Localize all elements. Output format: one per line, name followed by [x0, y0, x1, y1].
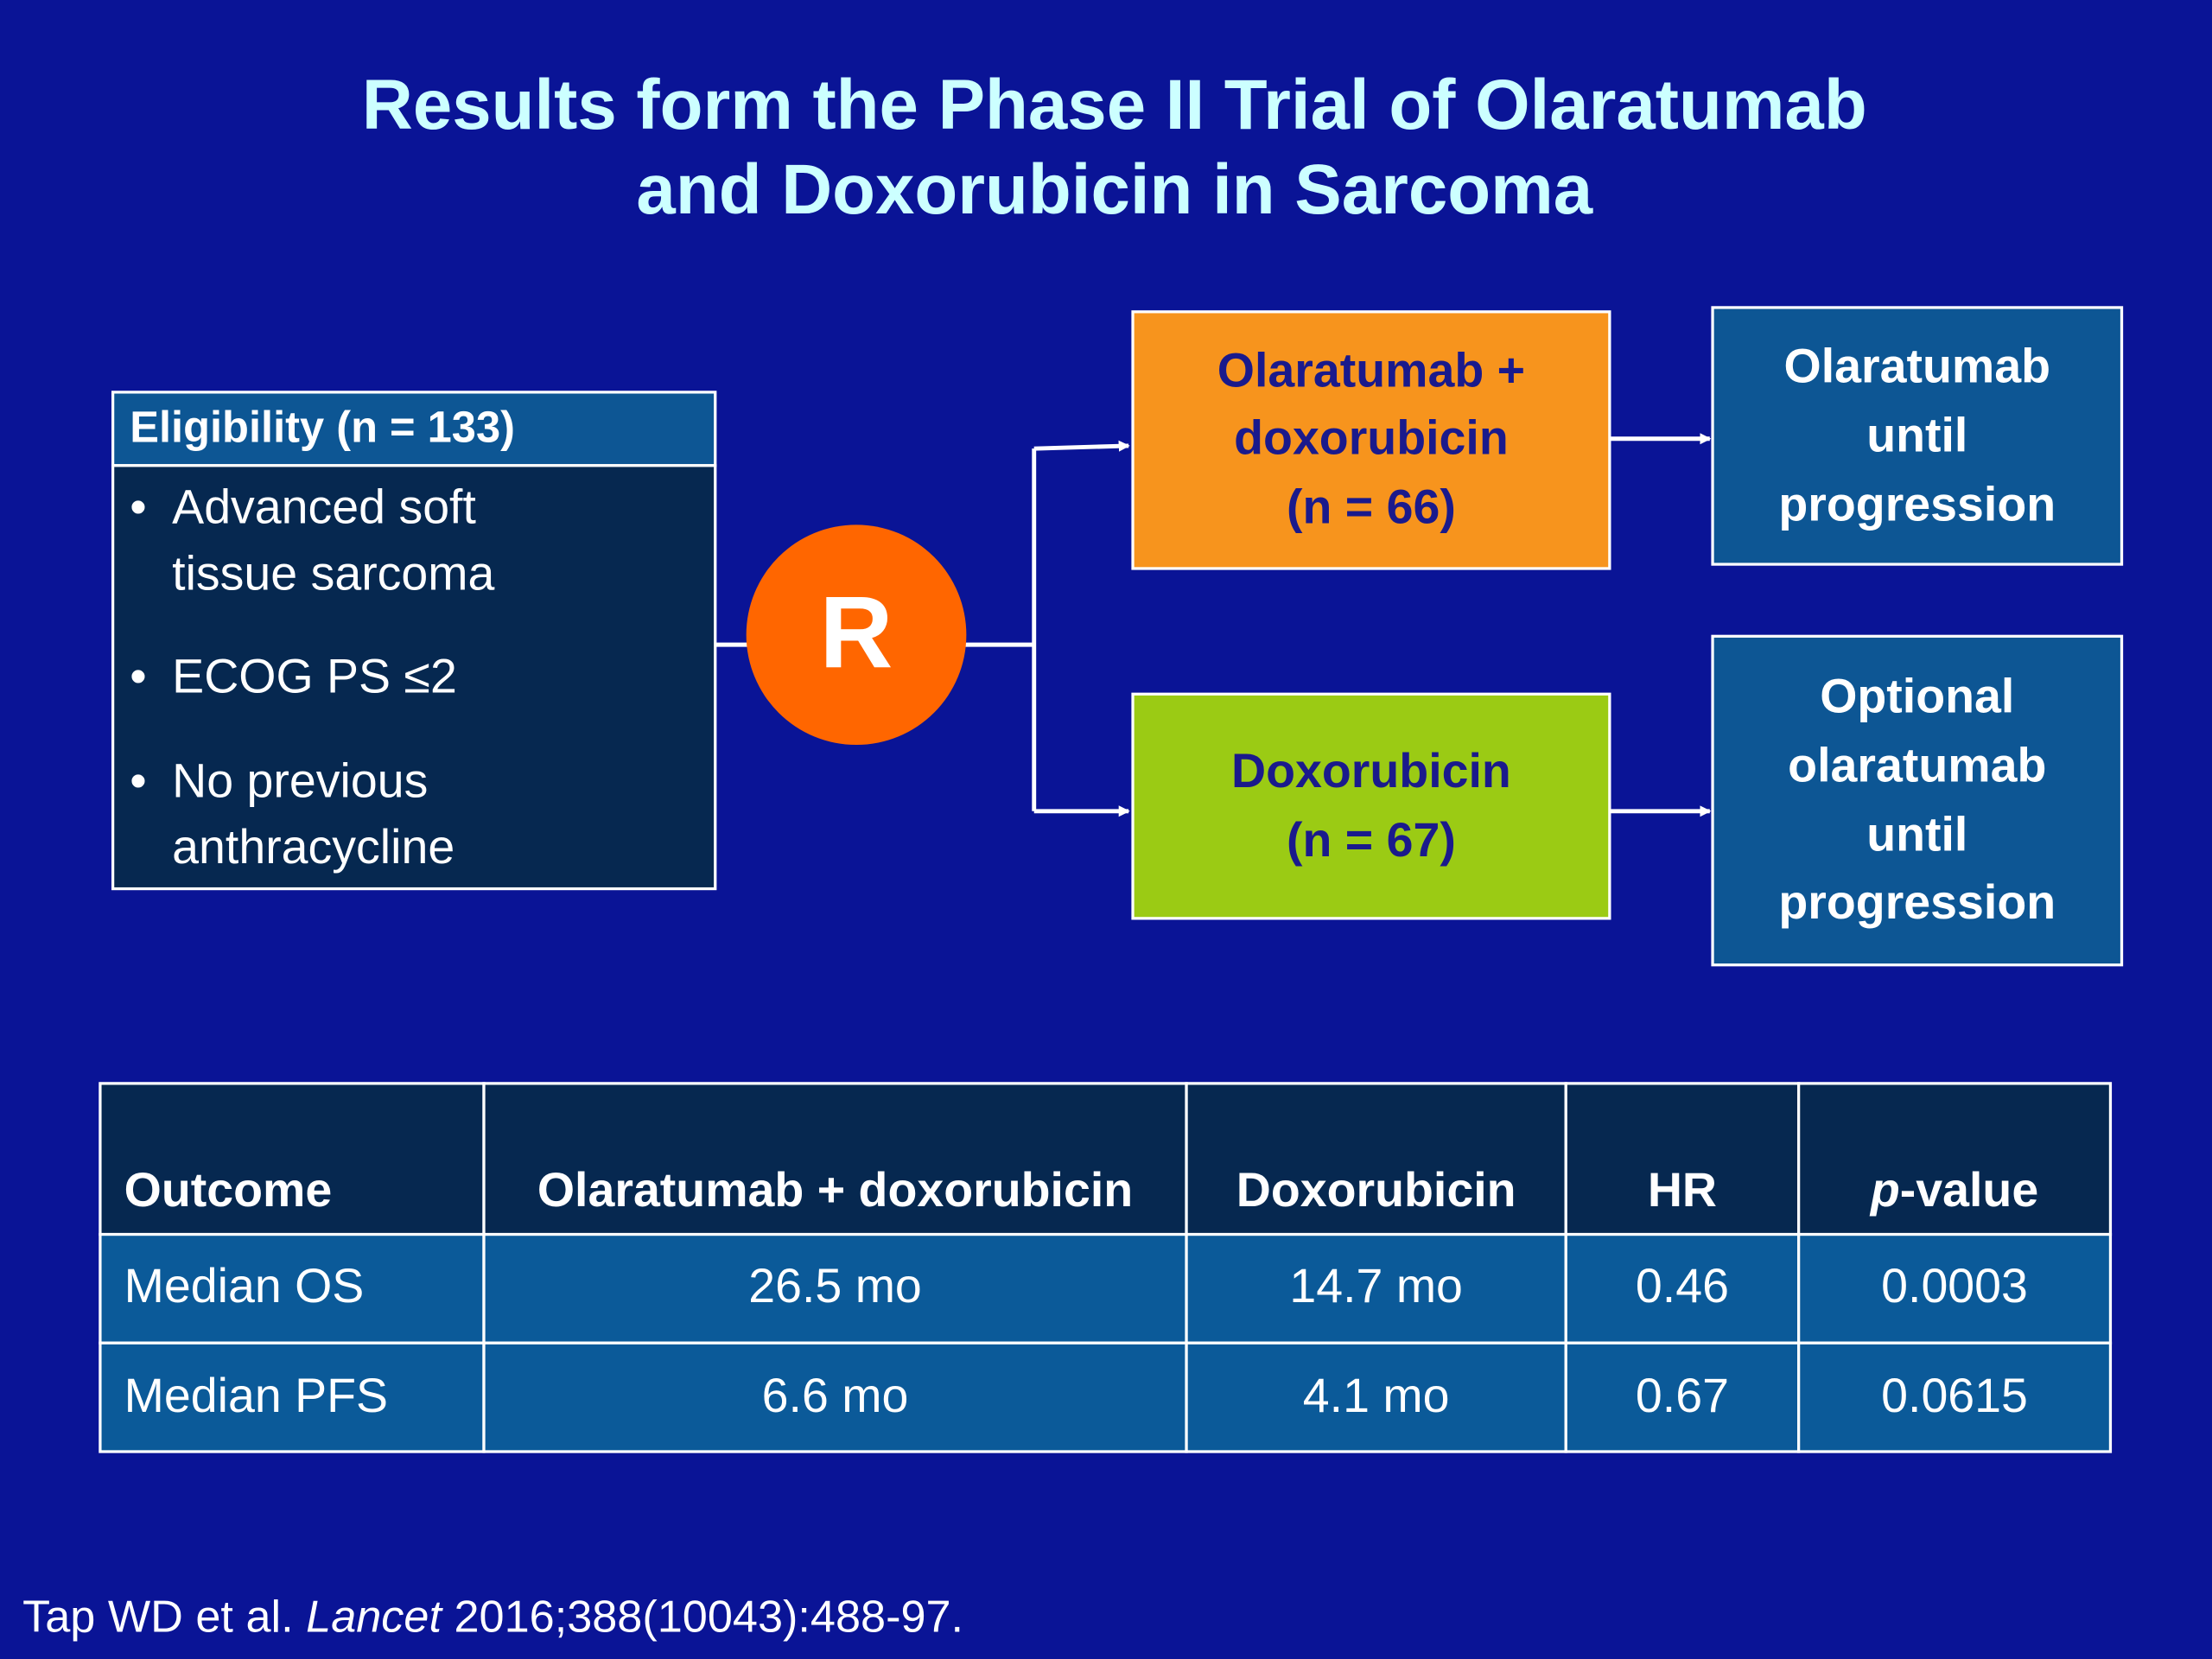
arm-label: (n = 66) — [1287, 480, 1456, 534]
table-cell — [1797, 1082, 2113, 1236]
randomization-circle — [746, 524, 967, 746]
table-cell — [99, 1082, 486, 1236]
bullet: • — [130, 753, 146, 807]
table-header: Doxorubicin — [1236, 1163, 1516, 1217]
arm-label: doxorubicin — [1234, 411, 1509, 465]
eligibility-box — [111, 464, 717, 891]
title: Results form the Phase II Trial of Olara… — [362, 66, 1867, 144]
arm-label: (n = 67) — [1287, 813, 1456, 867]
bullet-text: ECOG PS ≤2 — [172, 650, 457, 703]
table-cell-text: Median OS — [124, 1259, 365, 1313]
table-header: p-value — [1869, 1163, 2038, 1217]
arm-label: Doxorubicin — [1231, 744, 1511, 798]
followup-label: progression — [1778, 875, 2056, 929]
arrow — [1033, 440, 1130, 452]
citation: Tap WD et al. Lancet 2016;388(10043):488… — [22, 1592, 963, 1642]
table-cell — [99, 1341, 486, 1453]
eligibility-header: Eligibility (n = 133) — [130, 402, 515, 451]
table-header-part: -value — [1900, 1163, 2038, 1217]
bullet-text: tissue sarcoma — [172, 546, 494, 600]
followup-box — [1711, 306, 2124, 566]
bullet-text: anthracycline — [172, 820, 454, 874]
table-cell — [1797, 1232, 2113, 1344]
table-header-part: p — [1869, 1163, 1900, 1217]
bullet: • — [130, 480, 146, 534]
table-cell-text: Median PFS — [124, 1369, 388, 1422]
table-cell-text: 0.0003 — [1881, 1259, 2028, 1313]
table-header: Outcome — [124, 1163, 333, 1217]
table-cell-text: 6.6 mo — [762, 1369, 909, 1422]
table-cell — [1564, 1341, 1801, 1453]
followup-label: until — [1866, 408, 1967, 461]
followup-box — [1711, 634, 2124, 967]
followup-label: until — [1866, 807, 1967, 861]
table-cell — [1564, 1232, 1801, 1344]
citation-journal: Lancet — [306, 1592, 443, 1642]
arm-label: Olaratumab + — [1217, 343, 1525, 397]
followup-label: olaratumab — [1788, 738, 2046, 791]
table-cell-text: 14.7 mo — [1289, 1259, 1463, 1313]
results-table: Outcome Olaratumab + doxorubicin Doxorubic… — [99, 1082, 2113, 1453]
table-cell — [99, 1232, 486, 1344]
bullet-text: Advanced soft — [172, 480, 476, 534]
citation-part: 2016;388(10043):488-97. — [442, 1592, 963, 1642]
followup-label: Optional — [1820, 669, 2014, 722]
table-cell-text: 0.0615 — [1881, 1369, 2028, 1422]
table-cell — [1185, 1341, 1567, 1453]
randomization-label: R — [820, 575, 893, 689]
bullet-text: No previous — [172, 753, 428, 807]
arm-box — [1131, 692, 1611, 920]
citation-part: Tap WD et al. — [22, 1592, 306, 1642]
table-cell — [482, 1232, 1188, 1344]
table-cell — [1564, 1082, 1801, 1236]
table-header: Olaratumab + doxorubicin — [537, 1163, 1133, 1217]
followup-label: progression — [1778, 477, 2056, 531]
arm-box — [1131, 310, 1611, 570]
eligibility-bullets: • Advanced soft tissue sarcoma • ECOG PS… — [130, 480, 494, 874]
table-cell — [1797, 1341, 2113, 1453]
table-cell — [1185, 1082, 1567, 1236]
table-cell-text: 0.67 — [1636, 1369, 1729, 1422]
table-cell — [1185, 1232, 1567, 1344]
table-cell-text: 0.46 — [1636, 1259, 1729, 1313]
bullet: • — [130, 650, 146, 703]
table-cell-text: 4.1 mo — [1303, 1369, 1450, 1422]
table-cell — [482, 1341, 1188, 1453]
table-header: HR — [1648, 1163, 1717, 1217]
followup-label: Olaratumab — [1784, 339, 2050, 392]
title: and Doxorubicin in Sarcoma — [636, 150, 1592, 229]
table-cell-text: 26.5 mo — [748, 1259, 922, 1313]
eligibility-header-box — [111, 391, 717, 467]
